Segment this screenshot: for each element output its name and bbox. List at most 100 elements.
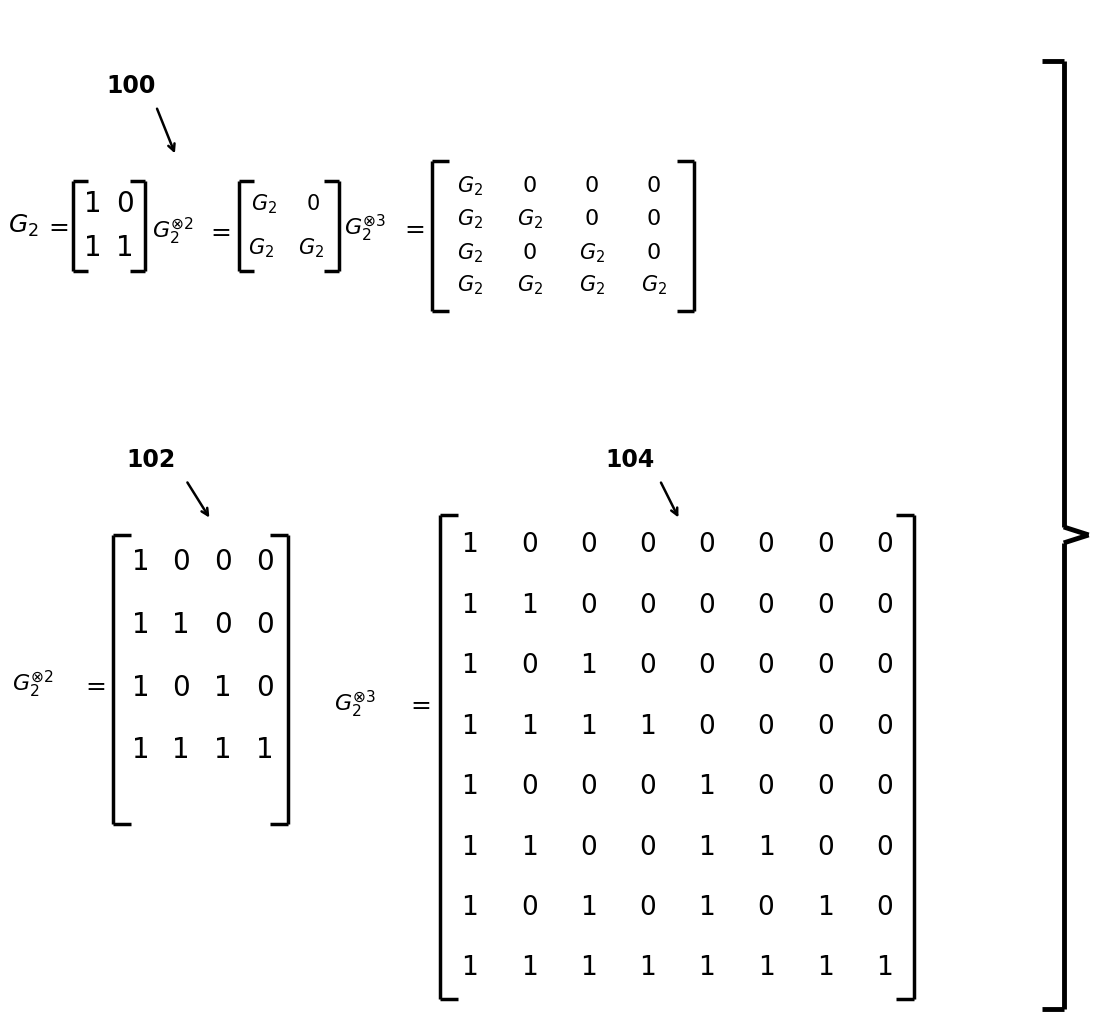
Text: 100: 100 (106, 75, 155, 98)
Text: 1: 1 (461, 955, 478, 981)
Text: 102: 102 (126, 448, 175, 472)
Text: 0: 0 (639, 532, 655, 558)
Text: 1: 1 (461, 713, 478, 740)
Text: 0: 0 (639, 653, 655, 679)
Text: 0: 0 (757, 653, 774, 679)
Text: 0: 0 (523, 176, 537, 196)
Text: $=$: $=$ (206, 218, 232, 243)
Text: 1: 1 (256, 736, 274, 765)
Text: 0: 0 (699, 713, 715, 740)
Text: 104: 104 (606, 448, 654, 472)
Text: 0: 0 (523, 243, 537, 263)
Text: $G_2$: $G_2$ (8, 212, 39, 239)
Text: 0: 0 (521, 653, 538, 679)
Text: 0: 0 (214, 611, 232, 639)
Text: 0: 0 (817, 593, 834, 619)
Text: 1: 1 (461, 593, 478, 619)
Text: 1: 1 (757, 955, 774, 981)
Text: $G_2$: $G_2$ (457, 174, 484, 198)
Text: 1: 1 (699, 774, 715, 800)
Text: 0: 0 (172, 548, 190, 575)
Text: 0: 0 (817, 653, 834, 679)
Text: $G_2$: $G_2$ (297, 236, 324, 260)
Text: 0: 0 (647, 176, 661, 196)
Text: 0: 0 (757, 713, 774, 740)
Text: 0: 0 (172, 674, 190, 702)
Text: $G_2$: $G_2$ (579, 241, 604, 265)
Text: 0: 0 (876, 895, 893, 921)
Text: 1: 1 (639, 713, 655, 740)
Text: $G_2$: $G_2$ (457, 241, 484, 265)
Text: 1: 1 (214, 736, 232, 765)
Text: $G_2$: $G_2$ (457, 274, 484, 297)
Text: 0: 0 (757, 774, 774, 800)
Text: 1: 1 (699, 895, 715, 921)
Text: 0: 0 (817, 532, 834, 558)
Text: 1: 1 (521, 834, 538, 860)
Text: 1: 1 (817, 955, 834, 981)
Text: 0: 0 (876, 532, 893, 558)
Text: 0: 0 (307, 194, 321, 214)
Text: 0: 0 (580, 593, 597, 619)
Text: 0: 0 (876, 834, 893, 860)
Text: 0: 0 (639, 895, 655, 921)
Text: 0: 0 (639, 593, 655, 619)
Text: 1: 1 (116, 234, 134, 262)
Text: 0: 0 (876, 713, 893, 740)
Text: 0: 0 (757, 593, 774, 619)
Text: 1: 1 (172, 611, 190, 639)
Text: 1: 1 (132, 611, 150, 639)
Text: 0: 0 (647, 243, 661, 263)
Text: 1: 1 (580, 653, 597, 679)
Text: 0: 0 (580, 834, 597, 860)
Text: $=$: $=$ (43, 214, 69, 238)
Text: 0: 0 (757, 895, 774, 921)
Text: 1: 1 (461, 653, 478, 679)
Text: 1: 1 (876, 955, 893, 981)
Text: $=$: $=$ (400, 215, 425, 240)
Text: 0: 0 (639, 834, 655, 860)
Text: 1: 1 (699, 834, 715, 860)
Text: 1: 1 (580, 955, 597, 981)
Text: $G_2$: $G_2$ (251, 193, 277, 215)
Text: 1: 1 (132, 736, 150, 765)
Text: 0: 0 (876, 774, 893, 800)
Text: 0: 0 (639, 774, 655, 800)
Text: 0: 0 (116, 189, 134, 217)
Text: 0: 0 (817, 774, 834, 800)
Text: 0: 0 (521, 895, 538, 921)
Text: 0: 0 (256, 548, 274, 575)
Text: $G_2$: $G_2$ (247, 236, 274, 260)
Text: 0: 0 (817, 713, 834, 740)
Text: $G_2^{\otimes 3}$: $G_2^{\otimes 3}$ (334, 688, 377, 720)
Text: 1: 1 (461, 774, 478, 800)
Text: 1: 1 (580, 895, 597, 921)
Text: 0: 0 (699, 653, 715, 679)
Text: 0: 0 (817, 834, 834, 860)
Text: 1: 1 (84, 189, 102, 217)
Text: 0: 0 (256, 674, 274, 702)
Text: 0: 0 (699, 532, 715, 558)
Text: 1: 1 (699, 955, 715, 981)
Text: 1: 1 (461, 532, 478, 558)
Text: 0: 0 (256, 611, 274, 639)
Text: 1: 1 (132, 548, 150, 575)
Text: 0: 0 (584, 176, 599, 196)
Text: 1: 1 (461, 895, 478, 921)
Text: 0: 0 (580, 774, 597, 800)
Text: $G_2$: $G_2$ (579, 274, 604, 297)
Text: 0: 0 (876, 593, 893, 619)
Text: 0: 0 (876, 653, 893, 679)
Text: $G_2^{\otimes 3}$: $G_2^{\otimes 3}$ (344, 212, 387, 243)
Text: 0: 0 (757, 532, 774, 558)
Text: 0: 0 (521, 532, 538, 558)
Text: 1: 1 (214, 674, 232, 702)
Text: 1: 1 (132, 674, 150, 702)
Text: 0: 0 (521, 774, 538, 800)
Text: 1: 1 (757, 834, 774, 860)
Text: $G_2^{\otimes 2}$: $G_2^{\otimes 2}$ (152, 215, 194, 246)
Text: 0: 0 (580, 532, 597, 558)
Text: 1: 1 (521, 955, 538, 981)
Text: 1: 1 (461, 834, 478, 860)
Text: $G_2$: $G_2$ (517, 274, 543, 297)
